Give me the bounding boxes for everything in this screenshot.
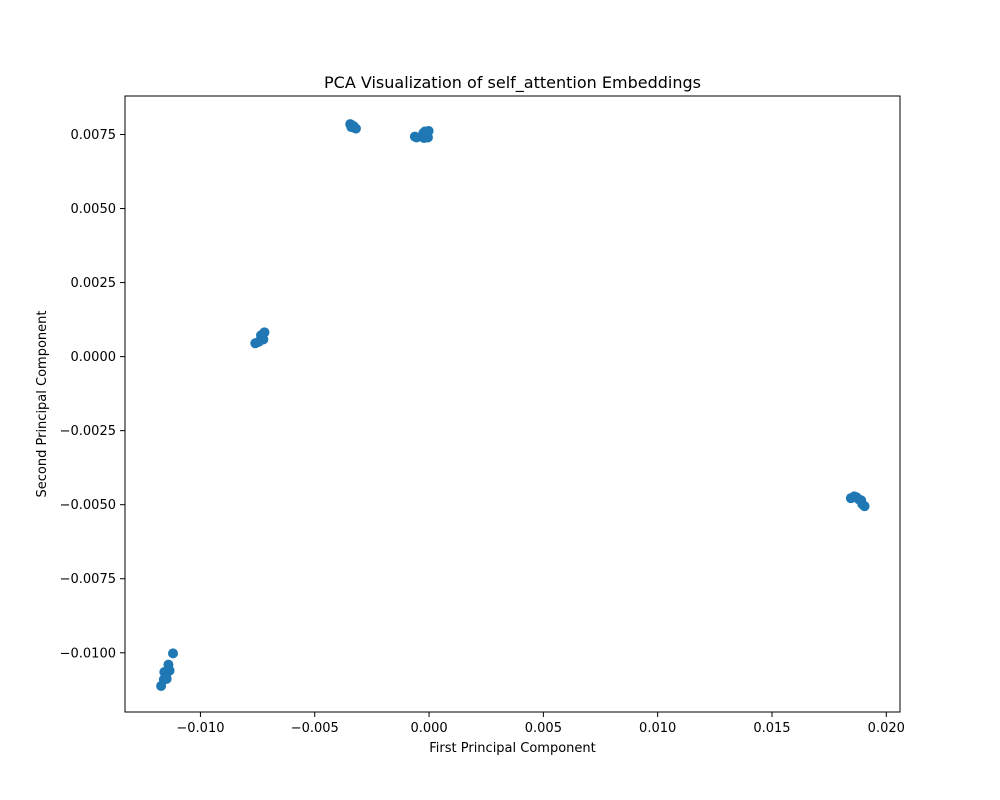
x-axis-label: First Principal Component (429, 741, 596, 756)
x-tick-label: 0.005 (525, 721, 562, 736)
y-tick-label: 0.0025 (71, 276, 117, 291)
y-tick-label: −0.0075 (60, 572, 116, 587)
plot-frame (124, 95, 901, 713)
scatter-point (259, 327, 270, 338)
y-axis: 0.0075 0.0050 0.0025 0.0000 −0.0025 −0.0050 −0… (60, 128, 125, 661)
y-axis-label: Second Principal Component (35, 311, 50, 498)
scatter-point (156, 680, 167, 691)
y-tick-label: −0.0050 (60, 498, 116, 513)
y-tick-label: 0.0050 (71, 202, 117, 217)
x-tick-label: 0.000 (410, 721, 447, 736)
x-tick-label: −0.010 (176, 721, 224, 736)
x-axis: −0.010 −0.005 0.000 0.005 0.010 0.015 0.020 (176, 712, 905, 736)
scatter-point (420, 130, 431, 141)
scatter-point (859, 501, 870, 512)
x-tick-label: 0.020 (868, 721, 905, 736)
x-tick-label: 0.010 (639, 721, 676, 736)
y-tick-label: −0.0025 (60, 424, 116, 439)
y-tick-label: 0.0000 (71, 350, 117, 365)
points-layer (156, 119, 870, 691)
scatter-point (161, 673, 172, 684)
x-tick-label: −0.005 (291, 721, 339, 736)
scatter-point (346, 120, 357, 131)
y-tick-label: −0.0100 (60, 646, 116, 661)
x-tick-label: 0.015 (753, 721, 790, 736)
chart-title: PCA Visualization of self_attention Embe… (324, 73, 701, 93)
scatter-point (168, 648, 179, 659)
y-tick-label: 0.0075 (71, 128, 117, 143)
